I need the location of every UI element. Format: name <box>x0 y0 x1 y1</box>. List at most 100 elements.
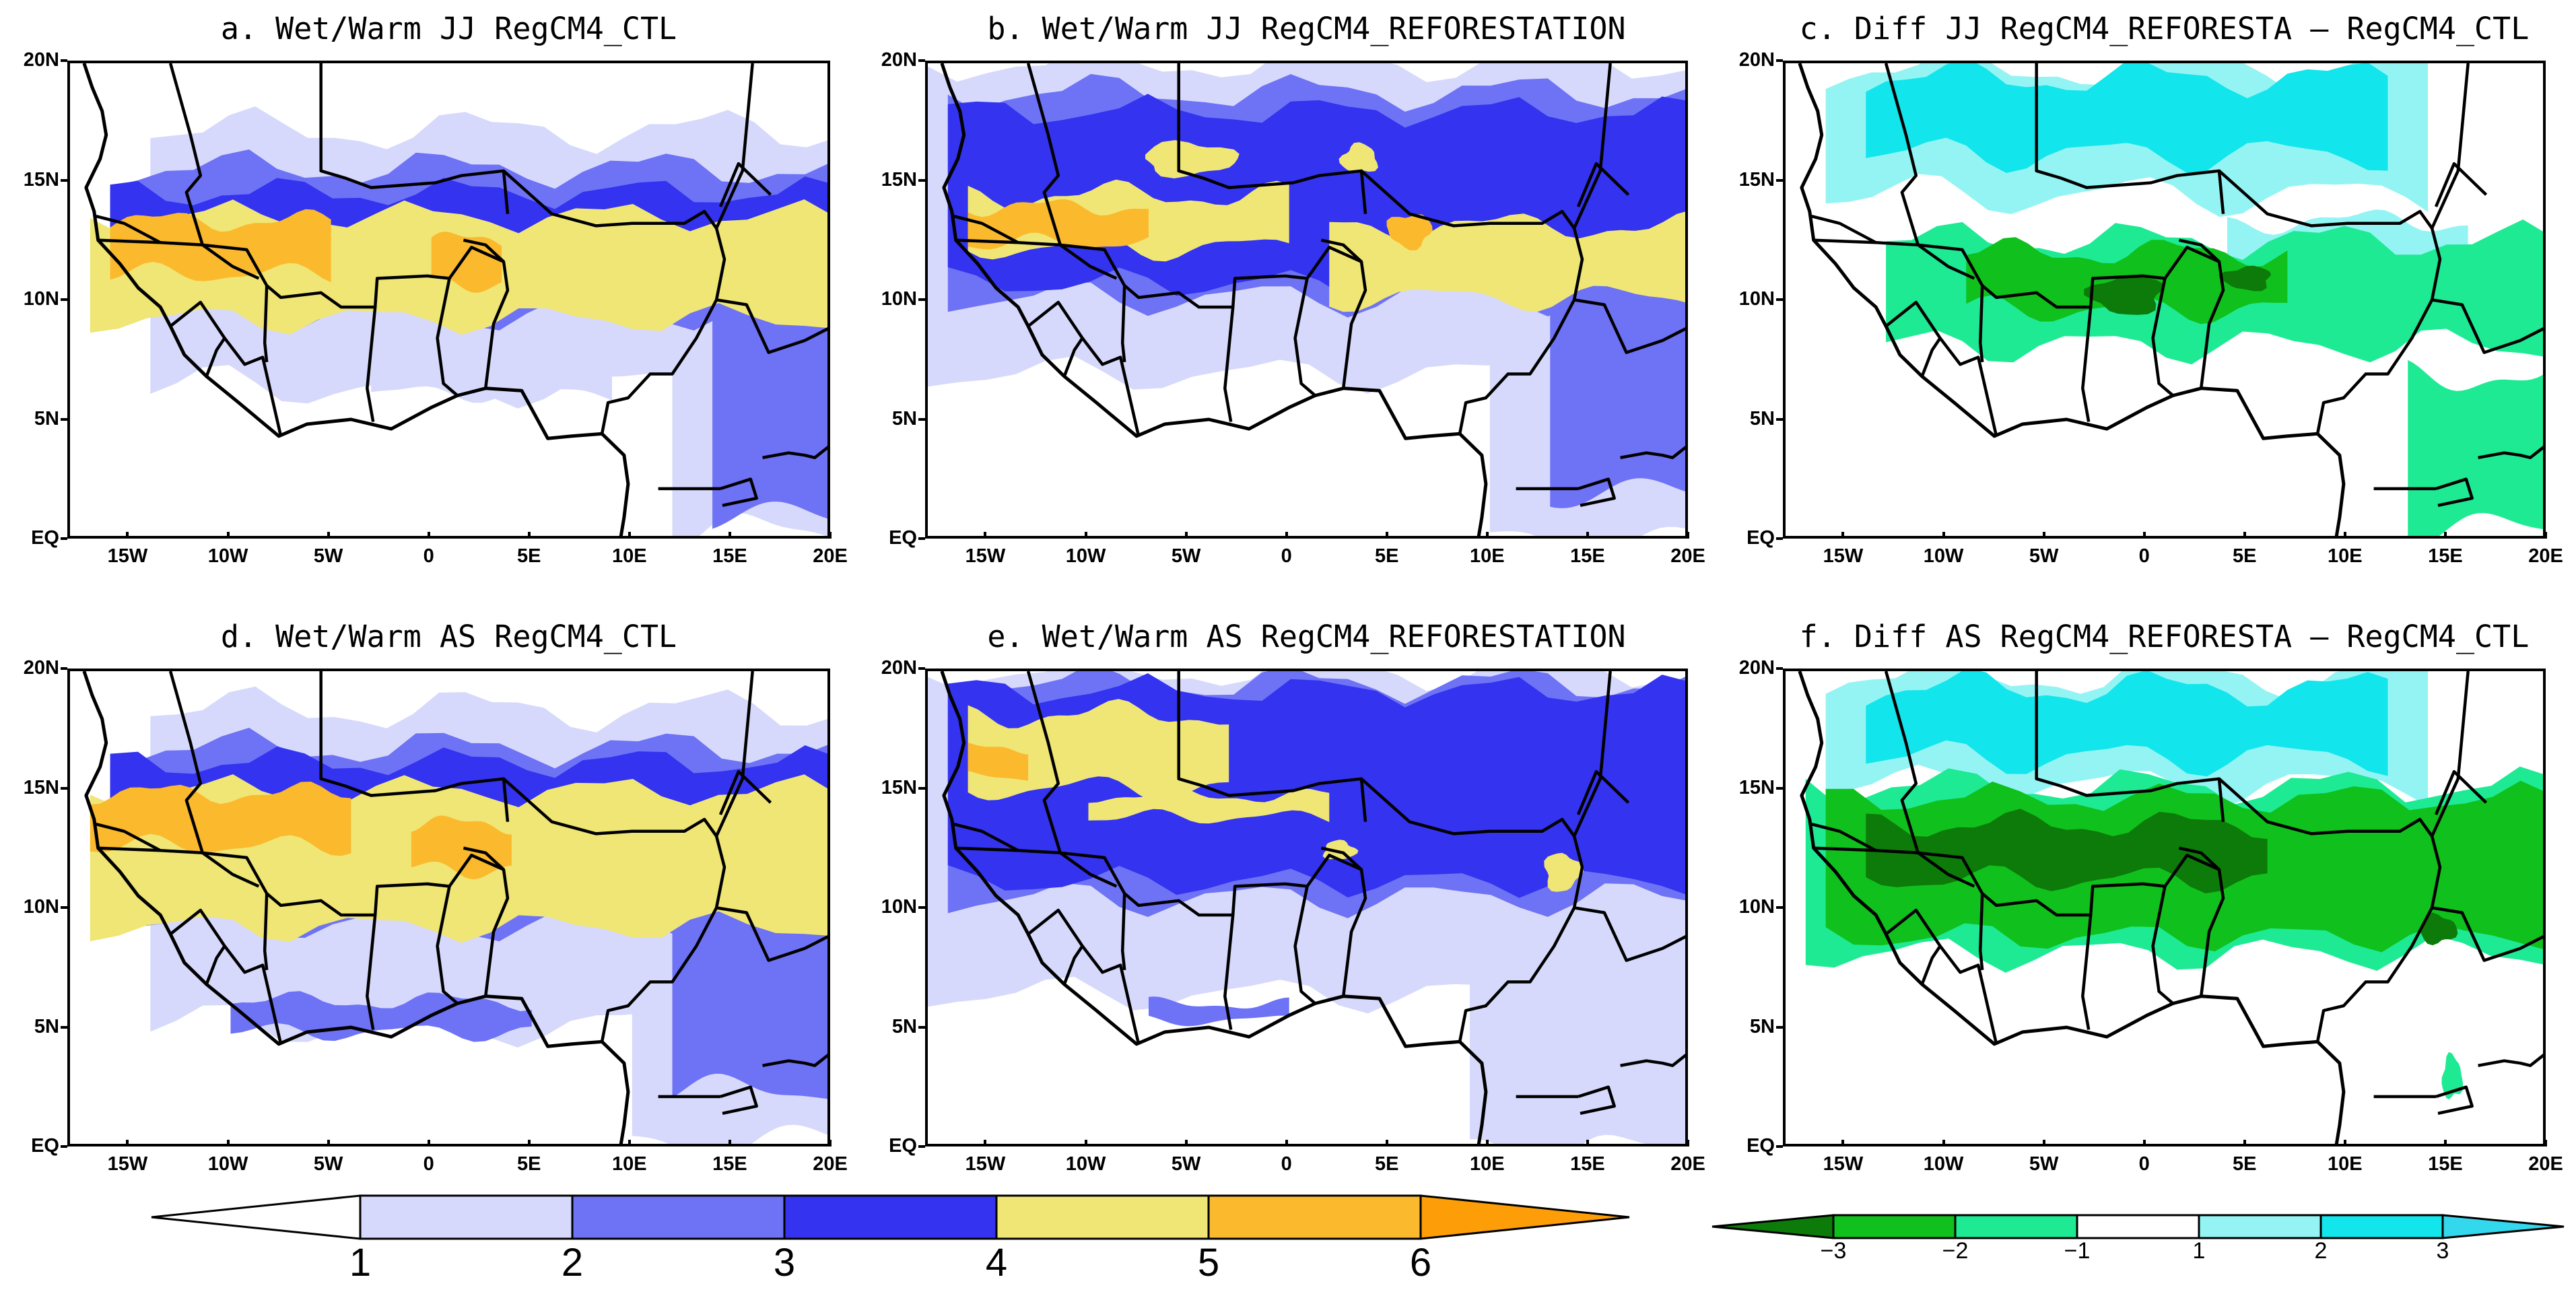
border-e-1 <box>1177 671 1367 822</box>
x-tick-label-d: 20E <box>813 1153 848 1175</box>
y-tick-c <box>1776 178 1783 182</box>
border-e-14 <box>1578 1085 1616 1116</box>
contour-c-6 <box>2084 276 2163 315</box>
x-tick-a <box>829 532 832 539</box>
x-tick-label-e: 10E <box>1470 1153 1505 1175</box>
x-tick-c <box>2142 532 2146 539</box>
border-c-0 <box>1884 63 1975 280</box>
x-tick-d <box>527 1140 531 1147</box>
border-f-13 <box>2434 769 2488 815</box>
contour-e-4 <box>968 699 1229 803</box>
border-a-12 <box>716 298 827 354</box>
diff-colorbar-label: −2 <box>1942 1238 1969 1264</box>
border-f-3 <box>1811 823 1877 852</box>
y-tick-d <box>61 786 67 790</box>
border-e-9 <box>1320 846 1363 871</box>
y-tick-label-b: EQ <box>889 527 917 549</box>
y-tick-label-e: 10N <box>881 896 917 918</box>
border-f-8 <box>2151 886 2174 1005</box>
x-tick-b <box>1687 532 1689 539</box>
border-f-14 <box>2435 1085 2474 1116</box>
x-tick-label-f: 20E <box>2528 1153 2563 1175</box>
x-tick-label-f: 10E <box>2328 1153 2363 1175</box>
border-b-6 <box>1120 285 1126 363</box>
border-e-13 <box>1576 769 1630 815</box>
map-panel-f <box>1783 669 2546 1147</box>
border-d-7 <box>366 914 377 1030</box>
border-e-2 <box>955 846 1367 997</box>
x-tick-b <box>1485 532 1489 539</box>
x-tick-c <box>2243 532 2246 539</box>
border-d-12 <box>716 906 827 962</box>
x-tick-label-c: 5E <box>2233 545 2257 567</box>
contour-e-9 <box>1149 996 1289 1027</box>
y-tick-label-d: 15N <box>23 776 59 798</box>
border-f-12 <box>2431 906 2543 962</box>
x-tick-a <box>226 532 230 539</box>
x-tick-label-a: 20E <box>813 545 848 567</box>
panel-title-c: c. Diff JJ RegCM4_REFORESTA – RegCM4_CTL <box>1799 11 2530 46</box>
border-c-3 <box>1811 215 1877 244</box>
border-d-6 <box>263 893 269 971</box>
border-c-7 <box>2081 306 2093 422</box>
map-panel-e <box>925 669 1688 1147</box>
y-tick-c <box>1776 417 1783 421</box>
contour-b-10 <box>1386 214 1433 250</box>
x-tick-label-e: 0 <box>1281 1153 1292 1175</box>
x-tick-label-b: 10W <box>1065 545 1106 567</box>
x-tick-b <box>1586 532 1589 539</box>
map-field-e <box>928 671 1685 1144</box>
y-tick-e <box>918 667 925 670</box>
map-panel-b <box>925 61 1688 539</box>
x-tick-label-a: 10E <box>612 545 647 567</box>
diff-colorbar-bin-2 <box>2076 1214 2200 1239</box>
coastline-e <box>940 671 1488 1144</box>
map-panel-d <box>67 669 830 1147</box>
panel-title-d: d. Wet/Warm AS RegCM4_CTL <box>220 619 677 654</box>
x-tick-label-a: 0 <box>423 545 434 567</box>
border-d-4 <box>169 908 226 985</box>
contour-b-8 <box>1338 142 1378 172</box>
border-d-2 <box>98 846 510 997</box>
y-tick-label-c: 20N <box>1738 49 1775 71</box>
border-c-13 <box>2434 162 2488 207</box>
y-tick-label-e: 20N <box>881 657 917 679</box>
border-d-1 <box>319 671 510 822</box>
x-tick-f <box>2443 1140 2447 1147</box>
border-a-9 <box>463 238 505 263</box>
y-tick-label-e: EQ <box>889 1135 917 1157</box>
border-a-1 <box>319 63 510 214</box>
x-tick-b <box>1385 532 1388 539</box>
border-d-0 <box>168 671 260 888</box>
x-tick-label-f: 15E <box>2428 1153 2463 1175</box>
diff-colorbar-bin-3 <box>2198 1214 2322 1239</box>
y-tick-b <box>918 298 925 301</box>
x-tick-f <box>2142 1140 2146 1147</box>
border-f-7 <box>2081 914 2093 1030</box>
map-field-a <box>82 63 827 536</box>
x-tick-label-b: 15E <box>1570 545 1605 567</box>
y-tick-d <box>61 1145 67 1148</box>
border-e-4 <box>1027 908 1084 985</box>
y-tick-e <box>918 1025 925 1029</box>
x-tick-label-e: 10W <box>1065 1153 1106 1175</box>
y-tick-label-f: 20N <box>1738 657 1775 679</box>
panel-title-b: b. Wet/Warm JJ RegCM4_REFORESTATION <box>987 11 1626 46</box>
x-tick-label-d: 15W <box>107 1153 148 1175</box>
x-tick-label-a: 5W <box>313 545 343 567</box>
y-tick-b <box>918 178 925 182</box>
wetwarm-colorbar-bin-0 <box>359 1194 574 1240</box>
contour-f-6 <box>2441 1052 2464 1099</box>
contour-e-5 <box>1088 787 1330 824</box>
y-tick-label-a: 10N <box>23 288 59 310</box>
wetwarm-colorbar-bin-2 <box>783 1194 998 1240</box>
y-tick-label-f: 5N <box>1749 1015 1775 1037</box>
y-tick-f <box>1776 906 1783 909</box>
border-a-5 <box>223 337 283 437</box>
y-tick-c <box>1776 298 1783 301</box>
x-tick-label-b: 5E <box>1375 545 1399 567</box>
x-tick-b <box>1084 532 1087 539</box>
y-tick-label-f: 15N <box>1738 776 1775 798</box>
y-tick-label-b: 15N <box>881 168 917 191</box>
x-tick-f <box>2042 1140 2045 1147</box>
